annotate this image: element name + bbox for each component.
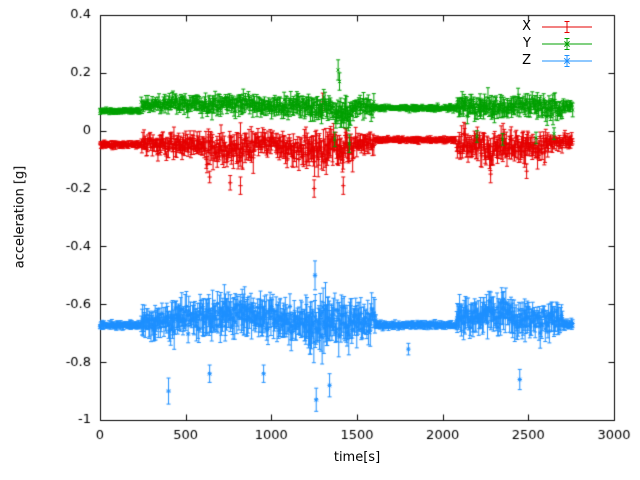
legend-item-z: Z	[522, 54, 594, 68]
legend-item-y: Y	[522, 37, 594, 51]
legend-label-x: X	[522, 19, 531, 34]
legend-marker-z	[542, 55, 592, 67]
x-axis-label: time[s]	[333, 450, 381, 465]
legend-marker-x	[542, 21, 592, 33]
legend-label-y: Y	[523, 36, 531, 51]
legend-marker-y	[542, 38, 592, 50]
legend: X Y Z	[522, 20, 594, 68]
legend-label-z: Z	[522, 53, 531, 68]
legend-item-x: X	[522, 20, 594, 34]
y-axis-label: acceleration [g]	[12, 165, 28, 269]
